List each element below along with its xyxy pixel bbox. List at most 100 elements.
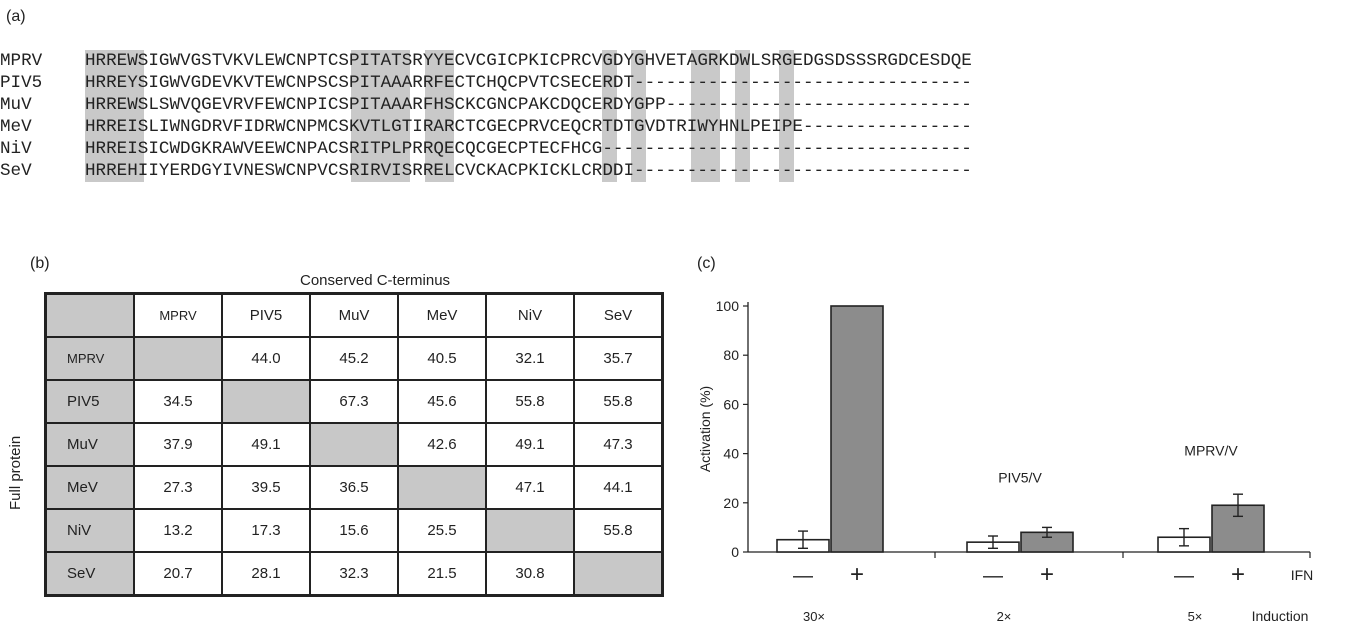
identity-cell: 44.1 [573,465,664,510]
minus-ifn-label: — [793,565,813,587]
fold-induction: 30× [803,609,825,624]
column-header: MuV [309,292,399,338]
identity-cell: 17.3 [221,508,311,553]
identity-cell: 34.5 [133,379,223,424]
panel-c-label: (c) [697,255,716,272]
sequence: HRREISLIWNGDRVFIDRWCNPMCSKVTLGTIRARCTCGE… [85,117,972,137]
identity-cell: 27.3 [133,465,223,510]
column-header: PIV5 [221,292,311,338]
diagonal-cell [309,422,399,467]
row-header: MuV [44,422,135,467]
identity-cell: 47.3 [573,422,664,467]
plus-ifn-label: + [1040,561,1054,588]
identity-cell: 49.1 [485,422,575,467]
diagonal-cell [397,465,487,510]
conserved-column-highlight [631,50,647,182]
panel-b-label: (b) [30,255,50,272]
identity-cell: 45.6 [397,379,487,424]
matrix-side-label: Full protein [7,435,24,510]
bar-plus-ifn [830,305,884,553]
diagonal-cell [221,379,311,424]
identity-cell: 47.1 [485,465,575,510]
column-header: MPRV [133,292,223,338]
identity-cell: 67.3 [309,379,399,424]
row-header: MPRV [44,336,135,381]
row-header: MeV [44,465,135,510]
column-header: SeV [573,292,664,338]
identity-cell: 13.2 [133,508,223,553]
identity-matrix: MPRV PIV5 MuV MeV NiV SeV MPRV 44.0 45.2 40.5 32.1… [44,292,664,597]
row-header: NiV [44,508,135,553]
sequence: HRREISICWDGKRAWVEEWCNPACSRITPLPRRQECQCGE… [85,139,972,159]
conserved-column-highlight [424,50,455,182]
conserved-column-highlight [601,50,617,182]
panel-a-label: (a) [6,8,26,25]
virus-name: SeV [0,161,32,181]
identity-cell: 49.1 [221,422,311,467]
y-tick-label: 80 [723,347,739,363]
identity-cell: 55.8 [573,379,664,424]
matrix-row: NiV 13.2 17.3 15.6 25.5 55.8 [44,508,664,553]
virus-name: NiV [0,139,32,159]
identity-cell: 44.0 [221,336,311,381]
identity-cell: 45.2 [309,336,399,381]
row-header: PIV5 [44,379,135,424]
conserved-column-highlight [690,50,721,182]
sequence: HRREWSIGWVGSTVKVLEWCNPTCSPITATSRYYECVCGI… [85,51,972,71]
matrix-row: MuV 37.9 49.1 42.6 49.1 47.3 [44,422,664,467]
matrix-row: MeV 27.3 39.5 36.5 47.1 44.1 [44,465,664,510]
identity-cell: 55.8 [485,379,575,424]
diagonal-cell [573,551,664,597]
group-label: MPRV/V [1184,442,1238,458]
identity-cell: 30.8 [485,551,575,597]
y-tick-label: 0 [731,544,739,560]
column-header: MeV [397,292,487,338]
virus-name: PIV5 [0,73,43,93]
identity-cell: 20.7 [133,551,223,597]
virus-name: MPRV [0,51,43,71]
identity-cell: 37.9 [133,422,223,467]
plus-ifn-label: + [850,561,864,588]
conserved-column-highlight [734,50,750,182]
diagonal-cell [133,336,223,381]
matrix-row: SeV 20.7 28.1 32.3 21.5 30.8 [44,551,664,597]
activation-chart: 0 20 40 60 80 100 Activation (%) — +30× PIV5/V — +2… [697,298,1314,624]
y-tick-label: 40 [723,446,739,462]
identity-cell: 36.5 [309,465,399,510]
conserved-column-highlight [85,50,145,182]
identity-cell: 21.5 [397,551,487,597]
identity-cell: 25.5 [397,508,487,553]
minus-ifn-label: — [1174,565,1194,587]
identity-cell: 32.3 [309,551,399,597]
y-axis-label: Activation (%) [697,386,713,472]
identity-cell: 55.8 [573,508,664,553]
group-label: PIV5/V [998,469,1042,485]
row-header: SeV [44,551,135,597]
identity-cell: 39.5 [221,465,311,510]
matrix-corner [44,292,135,338]
y-tick-label: 60 [723,396,739,412]
fold-induction: 5× [1188,609,1203,624]
identity-cell: 15.6 [309,508,399,553]
induction-label: Induction [1252,608,1309,624]
fold-induction: 2× [997,609,1012,624]
ifn-label: IFN [1291,567,1314,583]
sequence: HRREWSLSWVQGEVRVFEWCNPICSPITAAARFHSCKCGN… [85,95,972,115]
sequence: HRREHIIYERDGYIVNESWCNPVCSRIRVISRRELCVCKA… [85,161,972,181]
identity-cell: 35.7 [573,336,664,381]
matrix-title: Conserved C-terminus [300,272,451,289]
matrix-row: PIV5 34.5 67.3 45.6 55.8 55.8 [44,379,664,424]
identity-cell: 28.1 [221,551,311,597]
column-header: NiV [485,292,575,338]
identity-cell: 32.1 [485,336,575,381]
plus-ifn-label: + [1231,561,1245,588]
virus-name: MuV [0,95,32,115]
diagonal-cell [485,508,575,553]
virus-name: MeV [0,117,32,137]
sequence: HRREYSIGWVGDEVKVTEWCNPSCSPITAAARRFECTCHQ… [85,73,972,93]
y-tick-label: 100 [716,298,740,314]
bar-plus-ifn [1211,504,1265,553]
conserved-column-highlight [350,50,410,182]
identity-cell: 42.6 [397,422,487,467]
identity-cell: 40.5 [397,336,487,381]
